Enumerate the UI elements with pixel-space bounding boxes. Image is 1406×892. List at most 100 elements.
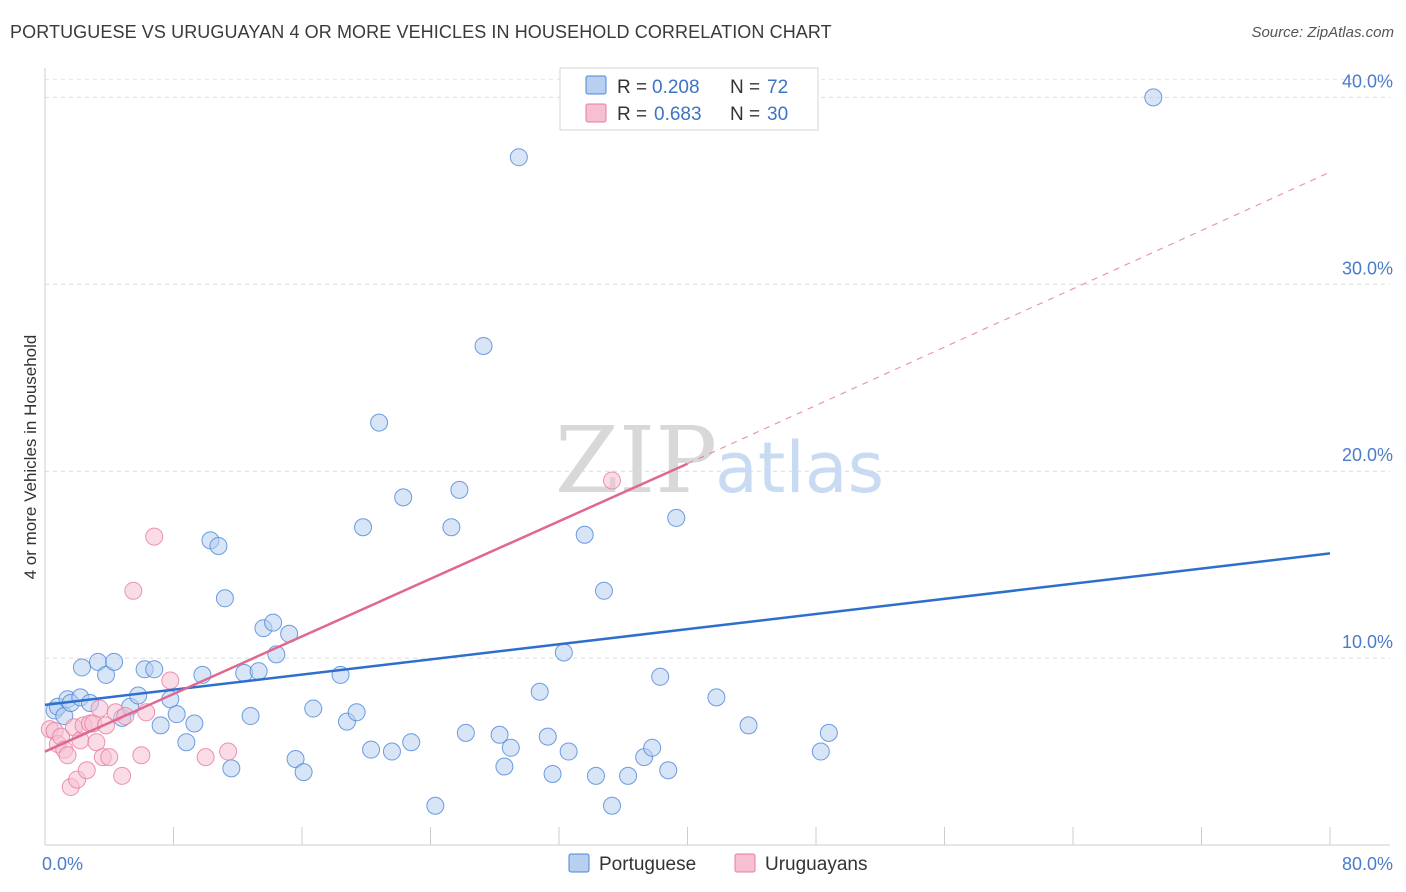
legend-r-label-1: R = [617,77,647,98]
bottom-legend-uruguayans: Uruguayans [765,854,867,875]
portuguese-point-55 [538,727,557,746]
portuguese-point-27 [241,707,260,726]
trend-lines [44,171,1331,753]
x-tick-label-start: 0.0% [42,854,83,874]
portuguese-point-43 [394,488,413,507]
watermark-atlas: atlas [715,427,884,509]
y-tick-label-0: 10.0% [1342,632,1393,652]
y-tick-label-1: 20.0% [1342,445,1393,465]
chart-source: Source: ZipAtlas.com [1251,24,1394,41]
portuguese-point-69 [707,688,726,707]
legend-n-value-2: 30 [767,104,788,125]
portuguese-point-47 [450,480,469,499]
portuguese-point-9 [97,665,116,684]
axes [44,68,1390,846]
portuguese-point-54 [530,682,549,701]
uruguayans-point-28 [219,742,238,761]
portuguese-point-58 [559,742,578,761]
portuguese-point-16 [151,716,170,735]
portuguese-point-40 [362,740,381,759]
portuguese-point-53 [509,148,528,167]
portuguese-point-35 [304,699,323,718]
portuguese-point-60 [586,766,605,785]
uruguayans-point-11 [77,761,96,780]
portuguese-point-44 [402,733,421,752]
portuguese-point-71 [811,742,830,761]
uruguayans-point-20 [113,766,132,785]
legend-n-label-1: N = [730,77,760,98]
portuguese-point-15 [145,660,164,679]
portuguese-trend-line [44,552,1331,707]
portuguese-point-70 [739,716,758,735]
portuguese-point-68 [667,508,686,527]
data-points [40,88,1163,815]
uruguayans-trend-line [44,462,689,753]
y-tick-label-2: 30.0% [1342,258,1393,278]
portuguese-point-65 [643,738,662,757]
portuguese-point-49 [474,336,493,355]
legend-bottom: Portuguese Uruguayans [568,853,867,875]
portuguese-point-46 [442,518,461,537]
uruguayans-point-5 [58,746,77,765]
portuguese-point-6 [72,658,91,677]
chart-title: PORTUGUESE VS URUGUAYAN 4 OR MORE VEHICL… [10,22,832,42]
y-axis-label: 4 or more Vehicles in Household [21,335,40,580]
portuguese-point-33 [286,750,305,769]
portuguese-point-38 [347,703,366,722]
portuguese-point-61 [594,581,613,600]
watermark-zip: ZIP [555,407,717,514]
portuguese-point-73 [1144,88,1163,107]
portuguese-point-59 [575,525,594,544]
portuguese-point-30 [264,613,283,632]
portuguese-point-41 [370,413,389,432]
legend-n-value-1: 72 [767,77,788,98]
uruguayans-point-29 [603,471,622,490]
portuguese-point-20 [185,714,204,733]
portuguese-point-72 [819,723,838,742]
uruguayans-point-27 [196,748,215,767]
legend-r-value-2: 0.683 [654,104,702,125]
uruguayans-point-26 [161,671,180,690]
legend-r-value-1: 0.208 [652,77,700,98]
portuguese-point-19 [177,733,196,752]
portuguese-point-63 [619,766,638,785]
portuguese-point-51 [495,757,514,776]
portuguese-point-10 [105,652,124,671]
portuguese-point-24 [215,589,234,608]
uruguayans-point-15 [90,699,109,718]
y-tick-labels: 10.0% 20.0% 30.0% 40.0% [1342,71,1393,652]
portuguese-point-57 [554,643,573,662]
portuguese-point-62 [603,796,622,815]
portuguese-point-56 [543,764,562,783]
portuguese-point-39 [354,518,373,537]
x-tick-label-end: 80.0% [1342,854,1393,874]
portuguese-point-34 [294,763,313,782]
legend-top: R = 0.208 N = 72 R = 0.683 N = 30 [559,67,819,131]
legend-swatch-uruguayans [585,103,607,123]
portuguese-point-42 [382,742,401,761]
bottom-legend-swatch-portuguese [568,853,590,873]
bottom-legend-portuguese: Portuguese [599,854,696,875]
uruguayans-point-22 [124,581,143,600]
uruguayans-point-18 [100,748,119,767]
watermark: ZIP atlas [555,407,884,514]
portuguese-point-28 [249,662,268,681]
portuguese-point-23 [209,536,228,555]
portuguese-point-48 [456,723,475,742]
y-tick-label-3: 40.0% [1342,71,1393,91]
uruguayans-point-23 [132,746,151,765]
portuguese-point-25 [222,759,241,778]
uruguayans-point-25 [145,527,164,546]
portuguese-point-66 [651,667,670,686]
uruguayans-trend-extension [687,171,1331,465]
portuguese-point-45 [426,796,445,815]
legend-r-label-2: R = [617,104,647,125]
legend-swatch-portuguese [585,75,607,95]
portuguese-point-18 [167,705,186,724]
bottom-legend-swatch-uruguayans [734,853,756,873]
portuguese-point-52 [501,738,520,757]
portuguese-point-67 [659,761,678,780]
portuguese-point-50 [490,725,509,744]
legend-n-label-2: N = [730,104,760,125]
